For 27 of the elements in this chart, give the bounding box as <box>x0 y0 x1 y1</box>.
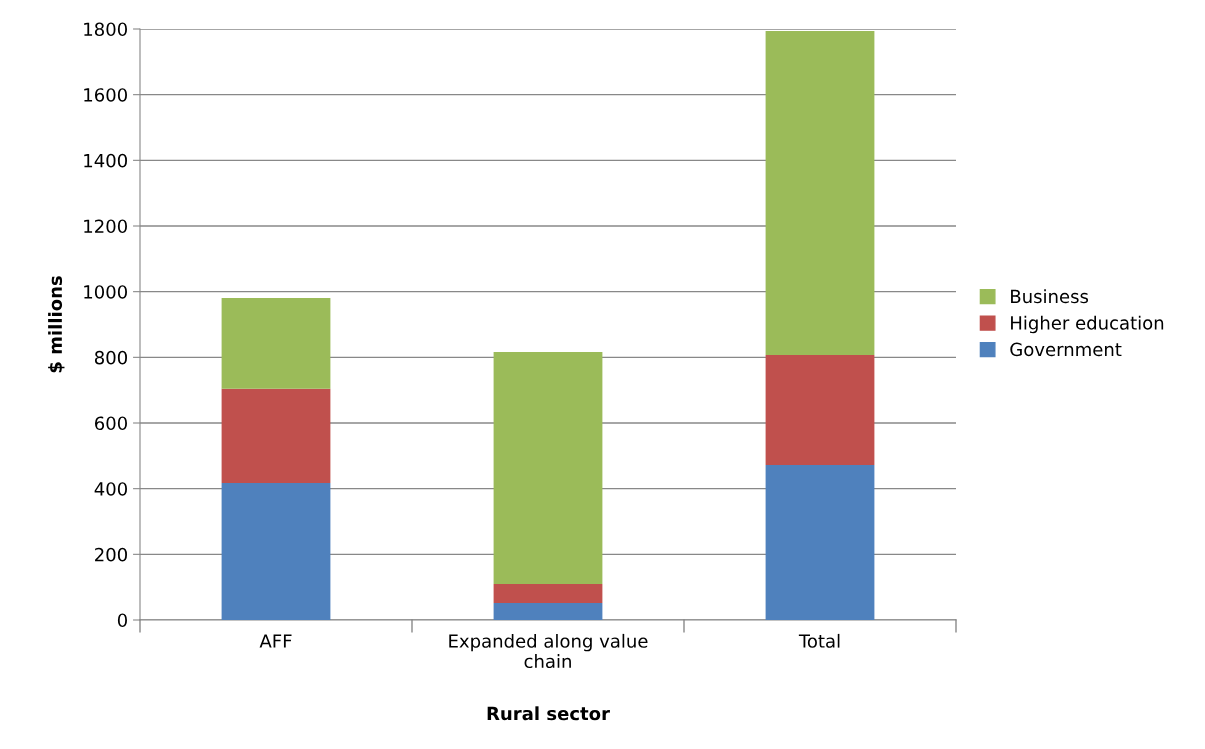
bar <box>765 355 875 466</box>
x-axis-title: Rural sector <box>487 706 610 721</box>
x-tick-label: Total <box>798 633 840 648</box>
y-tick-label: 200 <box>95 547 127 562</box>
y-tick-label: 600 <box>94 416 127 431</box>
x-tick-label: AFF <box>259 634 292 648</box>
bar <box>493 583 603 603</box>
bar <box>221 297 331 389</box>
legend-label: Higher education <box>1011 315 1164 334</box>
y-tick-label: 800 <box>94 350 127 365</box>
bar <box>493 602 603 620</box>
y-tick-label: 1000 <box>84 285 127 299</box>
y-tick-label: 1400 <box>84 153 127 168</box>
bar <box>221 483 331 620</box>
y-axis-title: $ millions <box>48 276 65 373</box>
bar <box>493 352 603 584</box>
bar <box>221 388 331 484</box>
y-tick-label: 1600 <box>84 88 127 102</box>
legend-label: Business <box>1011 289 1089 304</box>
legend-label: Government <box>1010 342 1122 357</box>
y-tick-label: 1800 <box>84 22 127 37</box>
bar <box>765 30 875 356</box>
x-tick-label: Expanded along value chain <box>449 633 648 669</box>
y-tick-label: 1200 <box>84 219 127 234</box>
bar <box>765 465 875 620</box>
y-tick-label: 0 <box>117 613 127 628</box>
y-tick-label: 400 <box>94 482 127 496</box>
